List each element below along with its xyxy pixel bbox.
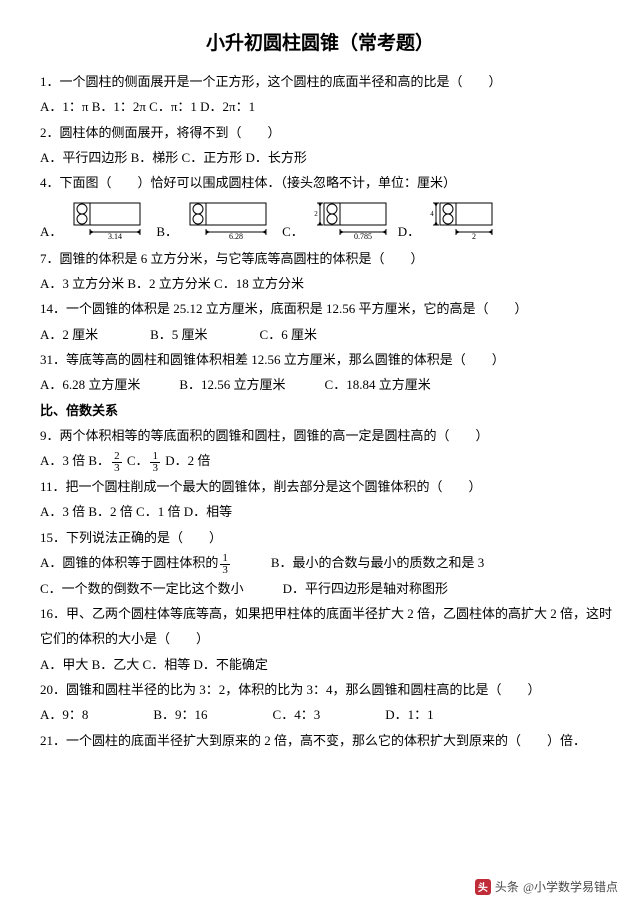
q16-l1: 16．甲、乙两个圆柱体等底等高，如果把甲柱体的底面半径扩大 2 倍，乙圆柱体的高… (40, 601, 600, 626)
q15-optB: B．最小的合数与最小的质数之和是 3 (232, 555, 484, 570)
page-title: 小升初圆柱圆锥（常考题） (40, 28, 600, 55)
q15-optAB: A．圆锥的体积等于圆柱体积的13 B．最小的合数与最小的质数之和是 3 (40, 550, 600, 576)
diag-c-side: 2 (314, 210, 318, 218)
q9-opts: A．3 倍 B．23 C．13 D．2 倍 (40, 448, 600, 474)
diag-d-dim: 2 (472, 232, 476, 240)
diag-d-label: D． (398, 221, 420, 240)
q16-opts: A．甲大 B．乙大 C．相等 D．不能确定 (40, 652, 600, 677)
q1-opts: A．1：π B．1：2π C．π：1 D．2π：1 (40, 94, 600, 119)
q9-optA: A．3 倍 B． (40, 453, 110, 468)
diag-a-label: A． (40, 221, 62, 240)
q7-stem: 7．圆锥的体积是 6 立方分米，与它等底等高圆柱的体积是（ ） (40, 246, 600, 271)
q21-stem: 21．一个圆柱的底面半径扩大到原来的 2 倍，高不变，那么它的体积扩大到原来的（… (40, 728, 600, 753)
q4-stem: 4．下面图（ ）恰好可以围成圆柱体．（接头忽略不计，单位：厘米） (40, 170, 600, 195)
q11-opts: A．3 倍 B．2 倍 C．1 倍 D．相等 (40, 499, 600, 524)
diag-a: 3.14 (72, 200, 148, 240)
diag-b-label: B． (156, 221, 178, 240)
q14-opts: A．2 厘米 B．5 厘米 C．6 厘米 (40, 322, 600, 347)
diag-c: 2 0.785 (314, 200, 390, 240)
footer-author: @小学数学易错点 (523, 878, 618, 895)
q7-opts: A．3 立方分米 B．2 立方分米 C．18 立方分米 (40, 271, 600, 296)
q14-stem: 14．一个圆锥的体积是 25.12 立方厘米，底面积是 12.56 平方厘米，它… (40, 296, 600, 321)
q20-opts: A．9：8 B．9：16 C．4：3 D．1：1 (40, 702, 600, 727)
diag-b-dim: 6.28 (229, 232, 243, 240)
q9-frac2: 13 (150, 451, 160, 474)
diag-c-dim: 0.785 (354, 232, 372, 240)
diag-b: 6.28 (188, 200, 274, 240)
q31-opts: A．6.28 立方厘米 B．12.56 立方厘米 C．18.84 立方厘米 (40, 372, 600, 397)
diag-a-dim: 3.14 (108, 232, 122, 240)
q9-optC: C． (124, 453, 149, 468)
q9-frac1: 23 (112, 451, 122, 474)
q2-stem: 2．圆柱体的侧面展开，将得不到（ ） (40, 120, 600, 145)
q15-optA-pre: A．圆锥的体积等于圆柱体积的 (40, 555, 218, 570)
q15-frac: 13 (220, 553, 230, 576)
q4-diagrams: A． 3.14 B． 6.28 C． 2 (40, 200, 600, 240)
footer: 头 头条 @小学数学易错点 (475, 878, 618, 895)
q15-stem: 15．下列说法正确的是（ ） (40, 525, 600, 550)
q16-l2: 它们的体积的大小是（ ） (40, 626, 600, 651)
q20-stem: 20．圆锥和圆柱半径的比为 3：2，体积的比为 3：4，那么圆锥和圆柱高的比是（… (40, 677, 600, 702)
q31-stem: 31．等底等高的圆柱和圆锥体积相差 12.56 立方厘米，那么圆锥的体积是（ ） (40, 347, 600, 372)
q11-stem: 11．把一个圆柱削成一个最大的圆锥体，削去部分是这个圆锥体积的（ ） (40, 474, 600, 499)
source-icon: 头 (475, 879, 491, 895)
q15-optCD: C．一个数的倒数不一定比这个数小 D．平行四边形是轴对称图形 (40, 576, 600, 601)
diag-d: 4 2 (430, 200, 496, 240)
diag-c-label: C． (282, 221, 304, 240)
q9-optD: D．2 倍 (162, 453, 210, 468)
q9-stem: 9．两个体积相等的等底面积的圆锥和圆柱，圆锥的高一定是圆柱高的（ ） (40, 423, 600, 448)
footer-source: 头条 (495, 878, 519, 895)
section-heading: 比、倍数关系 (40, 398, 600, 423)
q1-stem: 1．一个圆柱的侧面展开是一个正方形，这个圆柱的底面半径和高的比是（ ） (40, 69, 600, 94)
diag-d-side: 4 (430, 210, 434, 218)
q2-opts: A．平行四边形 B．梯形 C．正方形 D．长方形 (40, 145, 600, 170)
